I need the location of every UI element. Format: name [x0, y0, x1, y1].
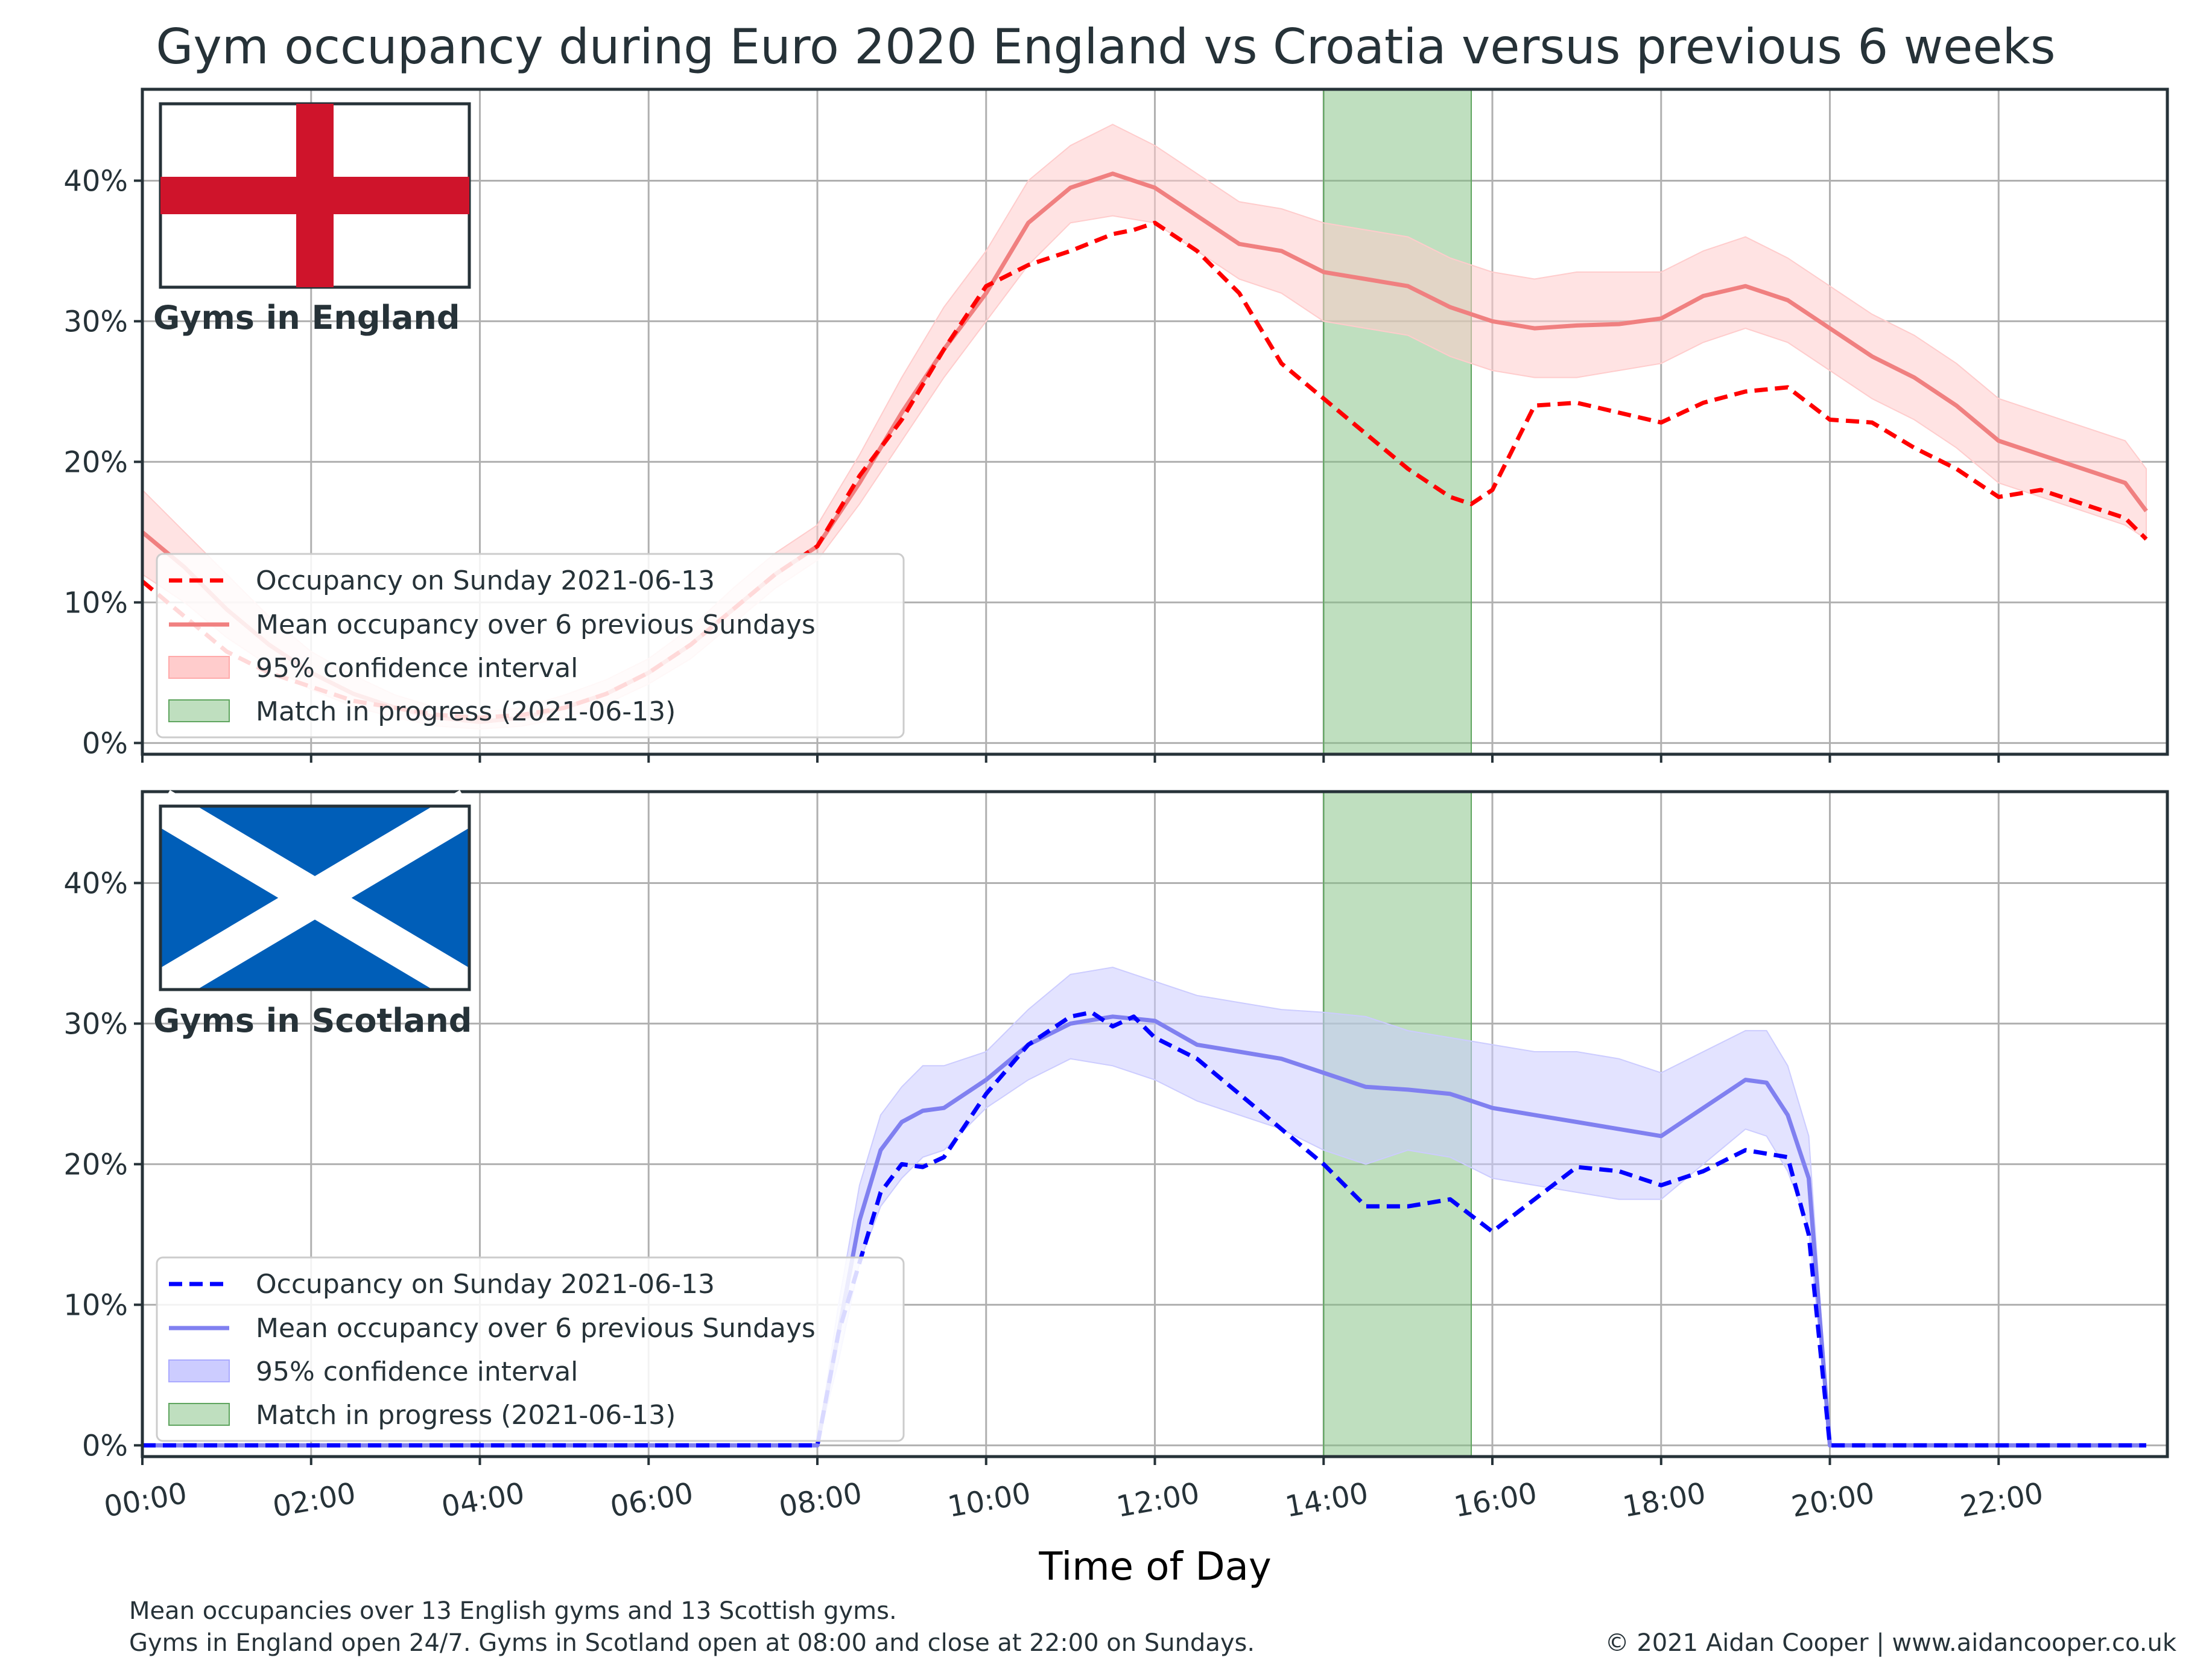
legend-match-label: Match in progress (2021-06-13)	[256, 696, 676, 727]
x-tick-label: 04:00	[439, 1477, 527, 1524]
y-tick-label: 10%	[63, 586, 128, 620]
x-tick-label: 16:00	[1451, 1477, 1539, 1524]
x-tick-label: 12:00	[1114, 1477, 1202, 1524]
y-tick-label: 10%	[63, 1288, 128, 1322]
legend-mean-label: Mean occupancy over 6 previous Sundays	[256, 1313, 816, 1344]
x-axis-label: Time of Day	[1038, 1545, 1271, 1589]
scotland-flag	[160, 806, 469, 990]
x-tick-label: 20:00	[1789, 1477, 1877, 1524]
england-panel: 0% 10% 20% 30% 40% Gyms in England Occupancy…	[63, 89, 2167, 763]
y-tick-label: 30%	[63, 305, 128, 339]
legend-ci-label: 95% confidence interval	[256, 1356, 578, 1387]
england-match-span	[1323, 89, 1471, 754]
scotland-panel: 00:00 02:00 04:00 06:00 08:00 10:00 12:00 14:00…	[63, 792, 2167, 1524]
scotland-panel-label: Gyms in Scotland	[153, 1002, 472, 1040]
scotland-x-ticks: 00:00 02:00 04:00 06:00 08:00 10:00 12:00 14:00…	[101, 1457, 2046, 1524]
legend-ci-swatch	[169, 656, 229, 678]
england-panel-label: Gyms in England	[153, 299, 460, 337]
x-tick-label: 14:00	[1282, 1477, 1371, 1524]
y-tick-label: 0%	[82, 1429, 128, 1463]
legend-actual-label: Occupancy on Sunday 2021-06-13	[256, 565, 715, 596]
legend-match-swatch	[169, 1403, 229, 1425]
y-tick-label: 40%	[63, 866, 128, 900]
y-tick-label: 30%	[63, 1007, 128, 1041]
x-tick-label: 00:00	[101, 1477, 189, 1524]
legend-actual-label: Occupancy on Sunday 2021-06-13	[256, 1269, 715, 1300]
y-tick-label: 0%	[82, 726, 128, 760]
chart-title: Gym occupancy during Euro 2020 England v…	[156, 19, 2055, 75]
england-legend: Occupancy on Sunday 2021-06-13 Mean occu…	[157, 554, 904, 737]
legend-mean-label: Mean occupancy over 6 previous Sundays	[256, 609, 816, 640]
legend-match-swatch	[169, 700, 229, 722]
x-tick-label: 18:00	[1620, 1477, 1708, 1524]
x-tick-label: 10:00	[945, 1477, 1033, 1524]
legend-ci-label: 95% confidence interval	[256, 653, 578, 684]
scotland-y-ticks: 0% 10% 20% 30% 40%	[63, 866, 142, 1463]
match-in-progress-span	[1323, 89, 1471, 754]
legend-ci-swatch	[169, 1360, 229, 1382]
england-y-ticks: 0% 10% 20% 30% 40%	[63, 164, 142, 760]
y-tick-label: 20%	[63, 1148, 128, 1181]
legend-match-label: Match in progress (2021-06-13)	[256, 1400, 676, 1431]
footnote-line-2: Gyms in England open 24/7. Gyms in Scotl…	[129, 1629, 1255, 1657]
y-tick-label: 20%	[63, 445, 128, 479]
england-flag	[160, 104, 469, 287]
credit: © 2021 Aidan Cooper | www.aidancooper.co…	[1605, 1629, 2177, 1657]
x-tick-label: 08:00	[776, 1477, 864, 1524]
scotland-legend: Occupancy on Sunday 2021-06-13 Mean occu…	[157, 1257, 904, 1441]
x-tick-label: 22:00	[1957, 1477, 2046, 1524]
footnote-line-1: Mean occupancies over 13 English gyms an…	[129, 1597, 897, 1625]
y-tick-label: 40%	[63, 164, 128, 198]
x-tick-label: 06:00	[607, 1477, 696, 1524]
x-tick-label: 02:00	[270, 1477, 358, 1524]
